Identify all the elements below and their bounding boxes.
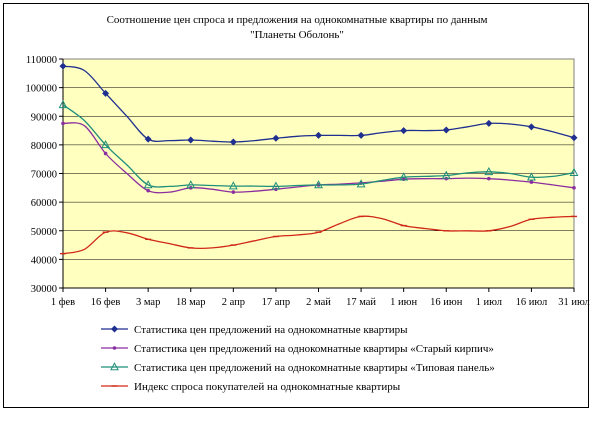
x-tick-label: 31 июл [558,297,590,308]
series-marker [529,180,534,184]
series-marker [58,99,68,109]
series-marker [272,134,280,142]
series-marker [144,135,152,143]
chart-title: Соотношение цен спроса и предложения на … [107,14,488,41]
y-axis: 30000 40000 50000 60000 70000 80000 90000 10000… [26,55,64,295]
series-marker [59,62,67,70]
chart-title-line: Соотношение цен спроса и предложения на … [107,14,488,26]
series-marker [315,131,322,139]
series-marker [229,138,237,146]
y-tick-label: 60000 [31,198,57,209]
series-marker [487,176,491,181]
x-tick-label: 1 июн [390,297,417,308]
series-marker [61,121,65,126]
series-marker [110,362,119,371]
series-marker [400,127,408,135]
chart-frame: Соотношение цен спроса и предложения на … [3,3,590,408]
x-tick-label: 1 фев [51,297,75,308]
legend-label: Статистика цен предложений на однокомнат… [134,324,408,336]
y-tick-label: 30000 [31,284,57,295]
series-marker [187,136,195,144]
series-marker [356,179,366,188]
series-marker [314,180,323,189]
x-tick-label: 3 мар [136,297,160,308]
x-tick-label: 16 июн [430,297,463,308]
series-3 [58,99,579,190]
series-group [58,62,579,255]
series-marker [186,180,196,189]
legend: Статистика цен предложений на однокомнат… [101,324,495,393]
x-tick-label: 16 фев [91,297,121,308]
chart-title-line: "Планеты Оболонь" [250,29,344,41]
series-marker [569,167,579,176]
x-tick-label: 16 июл [516,297,548,308]
series-marker [441,170,451,179]
series-marker [572,186,576,190]
y-tick-label: 90000 [31,112,57,123]
y-tick-label: 40000 [31,255,57,266]
series-marker [112,346,117,350]
legend-label: Статистика цен предложений на однокомнат… [134,362,495,374]
series-marker [526,172,536,181]
series-marker [111,325,118,333]
x-tick-label: 2 апр [222,297,245,308]
series-marker [485,119,493,127]
series-marker [484,166,494,176]
series-marker [102,89,110,97]
line-chart: Соотношение цен спроса и предложения на … [26,14,590,393]
legend-label: Статистика цен предложений на однокомнат… [134,343,494,355]
legend-entry: Статистика цен предложений на однокомнат… [101,324,408,336]
y-tick-label: 100000 [26,84,58,95]
x-axis: 1 фев 16 фев 3 мар 18 мар 2 апр 17 апр 2 май 17… [51,287,590,308]
legend-entry: Статистика цен предложений на однокомнат… [101,343,494,355]
x-tick-label: 18 мар [176,297,206,308]
legend-entry: Индекс спроса покупателей на однокомнатн… [101,381,401,393]
series-marker [146,188,150,193]
x-tick-label: 17 май [346,297,376,308]
series-marker [271,181,281,190]
series-4 [60,215,577,255]
y-tick-label: 70000 [31,170,57,181]
series-marker [527,123,535,131]
series-line [62,104,575,188]
y-tick-label: 80000 [31,141,57,152]
series-marker [143,180,153,189]
series-marker [228,181,238,190]
x-tick-label: 2 май [306,297,331,308]
y-tick-label: 110000 [26,55,57,66]
x-tick-label: 1 июл [476,297,502,308]
series-marker [357,131,365,139]
series-marker [399,172,409,181]
legend-label: Индекс спроса покупателей на однокомнатн… [134,381,401,393]
series-marker [231,190,236,194]
series-marker [442,126,450,134]
series-marker [570,134,578,142]
y-tick-label: 50000 [31,227,57,238]
series-marker [101,140,111,149]
x-tick-label: 17 апр [262,297,291,308]
series-1 [59,62,578,146]
legend-entry: Статистика цен предложений на однокомнат… [101,362,495,374]
series-marker [103,151,108,156]
